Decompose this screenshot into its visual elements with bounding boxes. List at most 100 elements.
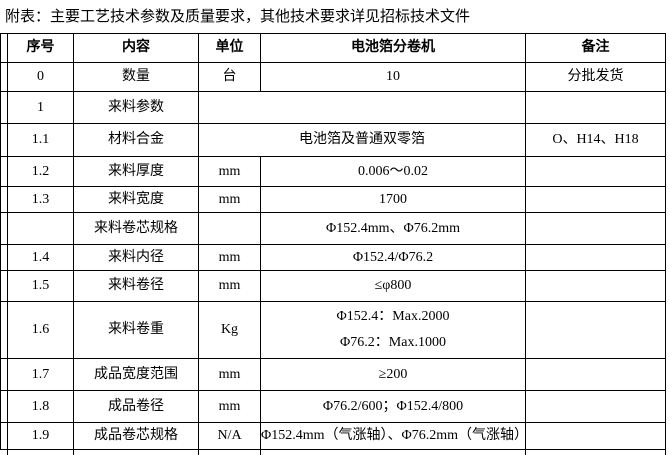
- cell-unit: mm: [198, 390, 261, 423]
- table-row: 1.6 来料卷重 Kg Φ152.4：Max.2000 Φ76.2：Max.10…: [0, 301, 666, 359]
- table-row: 1 来料参数: [0, 91, 666, 124]
- cell-note: [525, 390, 666, 423]
- table-row-cropped: [1, 449, 666, 455]
- cell-value: 10: [260, 62, 526, 92]
- cell-value: 0.006～0.02: [260, 156, 526, 187]
- cell-note: [525, 186, 666, 213]
- cell-value: ≤φ800: [260, 270, 526, 302]
- table-row: 1.7 成品宽度范围 mm ≥200: [0, 358, 666, 391]
- cell-note: [525, 91, 666, 124]
- cell-note: [525, 449, 666, 455]
- header-content: 内容: [73, 33, 199, 63]
- cell-unit: mm: [198, 244, 261, 271]
- cell-no: 1.7: [7, 358, 74, 391]
- value-line: Φ152.4：Max.2000: [336, 309, 450, 324]
- table-row: 1.9 成品卷芯规格 N/A Φ152.4mm（气涨轴）、Φ76.2mm（气涨轴…: [0, 422, 666, 450]
- table-row: 0 数量 台 10 分批发货: [0, 62, 666, 92]
- table-row: 1.2 来料厚度 mm 0.006～0.02: [0, 156, 666, 187]
- cell-note: [525, 422, 666, 450]
- left-crop-gutter: [0, 91, 8, 124]
- cell-content: 来料卷径: [73, 270, 199, 302]
- cell-content: 来料内径: [73, 244, 199, 271]
- cell-note: [525, 244, 666, 271]
- cell-value: [260, 449, 526, 455]
- value-line: Φ76.2：Max.1000: [340, 335, 446, 350]
- cell-value: Φ152.4：Max.2000 Φ76.2：Max.1000: [260, 301, 526, 359]
- cell-no: 1.9: [7, 422, 74, 450]
- cell-no: [7, 212, 74, 245]
- cell-note: O、H14、H18: [525, 123, 666, 157]
- parameters-table: 序号 内容 单位 电池箔分卷机 备注 0 数量 台 10 分批发货 1 来料参数…: [0, 33, 666, 455]
- cell-no: [7, 449, 74, 455]
- cell-unit: mm: [198, 358, 261, 391]
- cell-no: 0: [7, 62, 74, 92]
- cell-no: 1: [7, 91, 74, 124]
- cell-unit: [198, 449, 261, 455]
- table-header-row: 序号 内容 单位 电池箔分卷机 备注: [0, 33, 666, 63]
- left-crop-gutter: [0, 212, 8, 245]
- cell-content: 成品卷径: [73, 390, 199, 423]
- cell-note: 分批发货: [525, 62, 666, 92]
- header-machine: 电池箔分卷机: [260, 33, 526, 63]
- cell-content: 来料参数: [73, 91, 199, 124]
- cell-content: 来料卷芯规格: [73, 212, 199, 245]
- cell-no: 1.1: [7, 123, 74, 157]
- cell-value: ≥200: [260, 358, 526, 391]
- header-unit: 单位: [198, 33, 261, 63]
- cell-note: [525, 212, 666, 245]
- cell-no: 1.2: [7, 156, 74, 187]
- cell-value: Φ152.4/Φ76.2: [260, 244, 526, 271]
- cell-unit: mm: [198, 270, 261, 302]
- cell-content: 材料合金: [73, 123, 199, 157]
- cell-content: 成品宽度范围: [73, 358, 199, 391]
- cell-note: [525, 358, 666, 391]
- left-crop-gutter: [1, 450, 8, 455]
- cell-unit: N/A: [198, 422, 261, 450]
- cell-unit: [198, 212, 261, 245]
- cell-value: Φ152.4mm（气涨轴）、Φ76.2mm（气涨轴）: [260, 422, 526, 450]
- document-title: 附表：主要工艺技术参数及质量要求，其他技术要求详见招标技术文件: [5, 9, 471, 25]
- left-crop-gutter: [0, 244, 8, 271]
- cell-no: 1.4: [7, 244, 74, 271]
- left-crop-gutter: [0, 358, 8, 391]
- cell-value: Φ152.4mm、Φ76.2mm: [260, 212, 526, 245]
- cell-unit: 台: [198, 62, 261, 92]
- cell-no: 1.6: [7, 301, 74, 359]
- header-no: 序号: [7, 33, 74, 63]
- cell-unit: mm: [198, 186, 261, 213]
- left-crop-gutter: [0, 186, 8, 213]
- cell-note: [525, 156, 666, 187]
- left-crop-gutter: [0, 123, 8, 157]
- table-row: 来料卷芯规格 Φ152.4mm、Φ76.2mm: [0, 212, 666, 245]
- left-crop-gutter: [0, 422, 8, 450]
- cell-value-merged: 电池箔及普通双零箔: [198, 123, 526, 157]
- table-row: 1.3 来料宽度 mm 1700: [0, 186, 666, 213]
- cell-no: 1.3: [7, 186, 74, 213]
- cell-content: 来料宽度: [73, 186, 199, 213]
- left-crop-gutter: [0, 270, 8, 302]
- cell-value: 1700: [260, 186, 526, 213]
- left-crop-gutter: [0, 301, 8, 359]
- cell-note: [525, 270, 666, 302]
- cell-content: 来料卷重: [73, 301, 199, 359]
- left-crop-gutter: [0, 33, 8, 63]
- cell-no: 1.5: [7, 270, 74, 302]
- table-row: 1.4 来料内径 mm Φ152.4/Φ76.2: [0, 244, 666, 271]
- table-row: 1.8 成品卷径 mm Φ76.2/600；Φ152.4/800: [0, 390, 666, 423]
- cell-content: [73, 449, 199, 455]
- table-row: 1.1 材料合金 电池箔及普通双零箔 O、H14、H18: [0, 123, 666, 157]
- cell-value: Φ76.2/600；Φ152.4/800: [260, 390, 526, 423]
- left-crop-gutter: [0, 62, 8, 92]
- cell-content: 数量: [73, 62, 199, 92]
- cell-content: 来料厚度: [73, 156, 199, 187]
- left-crop-gutter: [0, 390, 8, 423]
- cell-note: [525, 301, 666, 359]
- cell-value-merged: [198, 91, 526, 124]
- table-row: 1.5 来料卷径 mm ≤φ800: [0, 270, 666, 302]
- cell-unit: mm: [198, 156, 261, 187]
- cell-unit: Kg: [198, 301, 261, 359]
- cell-no: 1.8: [7, 390, 74, 423]
- left-crop-gutter: [0, 156, 8, 187]
- header-note: 备注: [525, 33, 666, 63]
- cell-content: 成品卷芯规格: [73, 422, 199, 450]
